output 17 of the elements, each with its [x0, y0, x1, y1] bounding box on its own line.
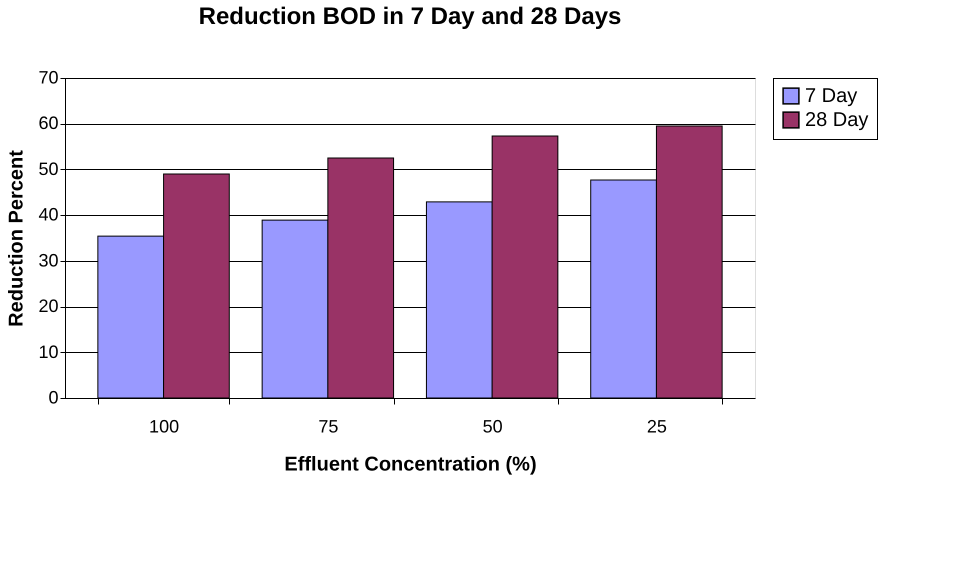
y-tick-label: 60 — [38, 113, 58, 134]
chart-title: Reduction BOD in 7 Day and 28 Days — [198, 3, 622, 30]
y-axis-title: Reduction Percent — [5, 150, 28, 327]
y-tick-label: 30 — [38, 250, 58, 270]
x-tick-label: 50 — [482, 416, 503, 436]
y-tick-label: 0 — [48, 388, 58, 408]
x-tick-label: 75 — [318, 416, 338, 436]
x-tick-label: 25 — [646, 416, 667, 436]
y-tick-label: 20 — [38, 296, 58, 316]
y-tick-label: 40 — [38, 204, 58, 225]
y-tick-label: 50 — [38, 158, 58, 179]
x-tick-label: 100 — [149, 416, 180, 436]
legend-label: 28 Day — [805, 109, 868, 131]
legend-label: 7 Day — [805, 85, 858, 107]
y-tick-label: 70 — [38, 68, 58, 88]
y-tick-label: 10 — [38, 342, 58, 362]
x-axis-title: Effluent Concentration (%) — [284, 454, 537, 476]
